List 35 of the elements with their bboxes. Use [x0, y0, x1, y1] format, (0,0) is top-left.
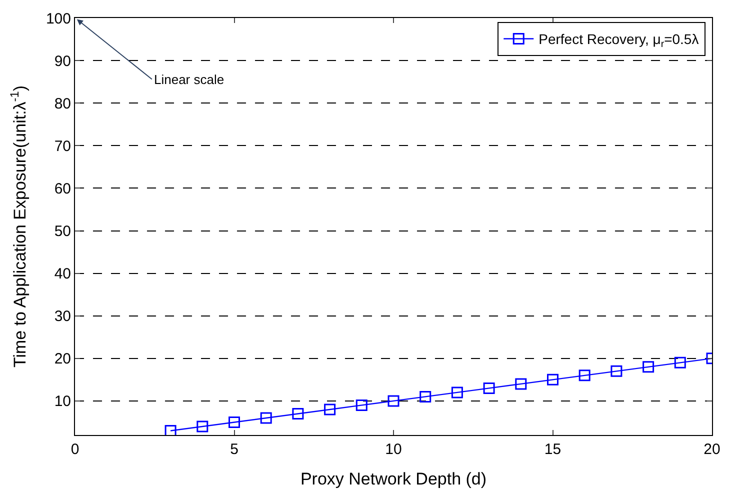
point: [642, 361, 654, 373]
point: [292, 408, 304, 420]
point: [260, 412, 272, 424]
point: [547, 374, 558, 386]
point: [164, 424, 176, 435]
point: [420, 390, 432, 402]
x-tick-label: 20: [704, 441, 720, 458]
y-tick-label: 10: [54, 393, 71, 410]
legend-label: Perfect Recovery, μ$_{r}$=0.5λ: [538, 31, 699, 50]
y-tick-label: 80: [54, 95, 71, 112]
x-tick-label: 15: [544, 441, 562, 458]
y-tick-label: 40: [54, 266, 71, 283]
y-tick-label: 60: [54, 180, 71, 198]
point: [483, 382, 495, 394]
y-tick-label: 30: [54, 308, 71, 326]
x-axis-title: Proxy Network Depth (d): [300, 469, 487, 488]
point: [610, 365, 622, 377]
y-tick-label: 100: [46, 10, 71, 28]
point: [324, 404, 336, 416]
point: [196, 420, 208, 432]
annotation: Linear scale: [154, 72, 224, 87]
point: [228, 416, 240, 428]
y-tick-label: 20: [54, 350, 71, 368]
x-tick-label: 5: [230, 441, 238, 458]
x-tick-label: 10: [385, 441, 402, 458]
y-tick-label: 70: [54, 138, 71, 155]
point: [515, 378, 527, 390]
point: [356, 399, 368, 411]
y-tick-label: 50: [54, 223, 71, 240]
y-tick-label: 90: [54, 52, 71, 70]
point: [451, 386, 463, 398]
point: [674, 356, 686, 368]
x-tick-label: 0: [70, 441, 80, 458]
point: [388, 395, 400, 407]
point: [578, 370, 590, 382]
